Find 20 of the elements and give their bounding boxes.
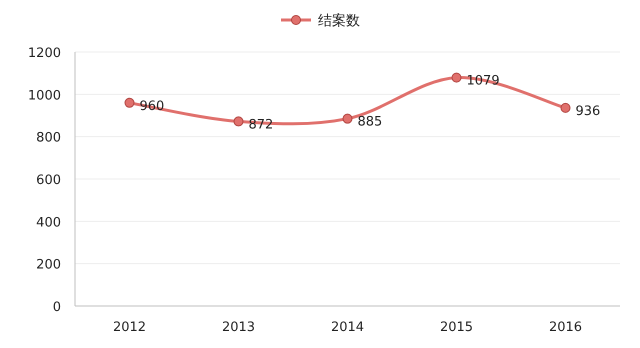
y-tick-label: 200 [36, 258, 61, 273]
x-tick-label: 2012 [112, 320, 146, 335]
point [124, 98, 134, 108]
x-tick-label: 2013 [222, 320, 256, 335]
y-tick-label: 1000 [28, 88, 61, 104]
point [342, 114, 352, 124]
y-tick-label: 1200 [28, 46, 61, 61]
data-label: 885 [358, 114, 382, 130]
point [234, 116, 244, 126]
x-tick-label: 2014 [330, 320, 364, 335]
y-tick-label: 600 [36, 173, 61, 188]
y-tick-label: 800 [36, 130, 61, 146]
x-tick-label: 2016 [548, 320, 582, 335]
point [452, 72, 462, 83]
data-label: 936 [576, 104, 600, 119]
y-tick-label: 0 [52, 300, 61, 315]
y-tick-label: 400 [36, 215, 61, 230]
x-tick-label: 2015 [440, 320, 474, 335]
legend-label: 结案数 [318, 12, 360, 29]
point [560, 102, 570, 113]
